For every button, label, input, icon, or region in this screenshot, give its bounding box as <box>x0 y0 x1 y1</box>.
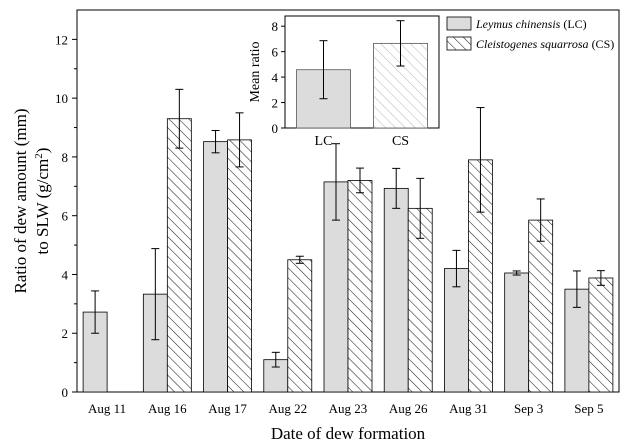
legend-label-cs: Cleistogenes squarrosa (CS) <box>476 37 614 51</box>
legend-label-cs-species: Cleistogenes squarrosa <box>476 37 589 51</box>
inset-y-axis-label: Mean ratio <box>248 41 263 102</box>
y-tick-label-4: 8 <box>62 150 69 165</box>
x-tick-label-aug-23: Aug 23 <box>329 401 368 416</box>
bar-cs-sep-5 <box>588 277 614 393</box>
y-tick-label-5: 10 <box>55 91 68 106</box>
x-tick-label-sep-5: Sep 5 <box>574 401 603 416</box>
legend-swatch-cs <box>446 36 472 51</box>
inset-y-tick-label-1: 2 <box>272 96 279 111</box>
bar-cs-sep-3 <box>528 219 554 393</box>
legend-label-cs-code: (CS) <box>589 37 615 51</box>
legend: Leymus chinensis (LC) Cleistogenes squar… <box>446 16 614 51</box>
bar-lc-aug-17 <box>203 141 228 393</box>
y-tick-label-6: 12 <box>55 32 68 47</box>
x-tick-label-aug-31: Aug 31 <box>449 401 488 416</box>
y-axis-label-line2: to SLW (g/cm2) <box>33 148 52 255</box>
y-tick-label-2: 4 <box>62 267 69 282</box>
inset-y-tick-label-0: 0 <box>272 121 279 136</box>
inset-y-tick-label-2: 4 <box>272 70 279 85</box>
y-tick-label-0: 0 <box>62 385 69 400</box>
x-tick-label-aug-17: Aug 17 <box>208 401 247 416</box>
y-tick-label-3: 6 <box>62 209 69 224</box>
x-tick-label-aug-11: Aug 11 <box>88 401 126 416</box>
bar-cs-aug-16 <box>166 118 192 393</box>
x-axis-label: Date of dew formation <box>271 424 426 443</box>
y-axis-label-sup: 2 <box>33 153 45 159</box>
inset-y-axis: 0 2 4 6 8 <box>272 19 285 136</box>
inset-bars: LC CS <box>296 20 428 149</box>
inset-x-tick-label-lc: LC <box>315 134 333 149</box>
bar-cs-aug-22 <box>287 259 313 393</box>
inset-chart: 0 2 4 6 8 LC CS Mean ratio <box>248 15 440 149</box>
legend-label-lc: Leymus chinensis (LC) <box>475 17 587 31</box>
bar-cs-aug-17 <box>227 139 252 393</box>
y-axis-label-end: ) <box>33 148 52 154</box>
x-tick-label-aug-26: Aug 26 <box>389 401 428 416</box>
x-tick-label-aug-16: Aug 16 <box>148 401 187 416</box>
y-axis-label: Ratio of dew amount (mm) to SLW (g/cm2) <box>11 108 52 293</box>
y-tick-label-1: 2 <box>62 326 69 341</box>
bars-main <box>82 88 614 393</box>
inset-y-tick-label-4: 8 <box>272 19 279 34</box>
legend-swatch-lc <box>446 16 472 31</box>
legend-label-lc-species: Leymus chinensis <box>475 17 561 31</box>
bar-lc-aug-26 <box>383 187 409 393</box>
bar-lc-sep-3 <box>504 272 530 393</box>
legend-label-lc-code: (LC) <box>560 17 586 31</box>
y-axis-label-line1: Ratio of dew amount (mm) <box>11 108 30 293</box>
inset-x-tick-label-cs: CS <box>392 134 409 149</box>
y-axis-label-line2-main: to SLW (g/cm <box>33 159 52 255</box>
inset-y-tick-label-3: 6 <box>272 45 279 60</box>
bar-cs-aug-23 <box>347 180 373 393</box>
x-axis: Aug 11 Aug 16 Aug 17 Aug 22 Aug 23 Aug 26 Aug … <box>88 401 603 416</box>
x-tick-label-aug-22: Aug 22 <box>268 401 307 416</box>
x-tick-label-sep-3: Sep 3 <box>514 401 543 416</box>
y-axis: 0 2 4 6 8 10 12 <box>55 32 77 400</box>
bar-cs-aug-26 <box>407 207 433 393</box>
